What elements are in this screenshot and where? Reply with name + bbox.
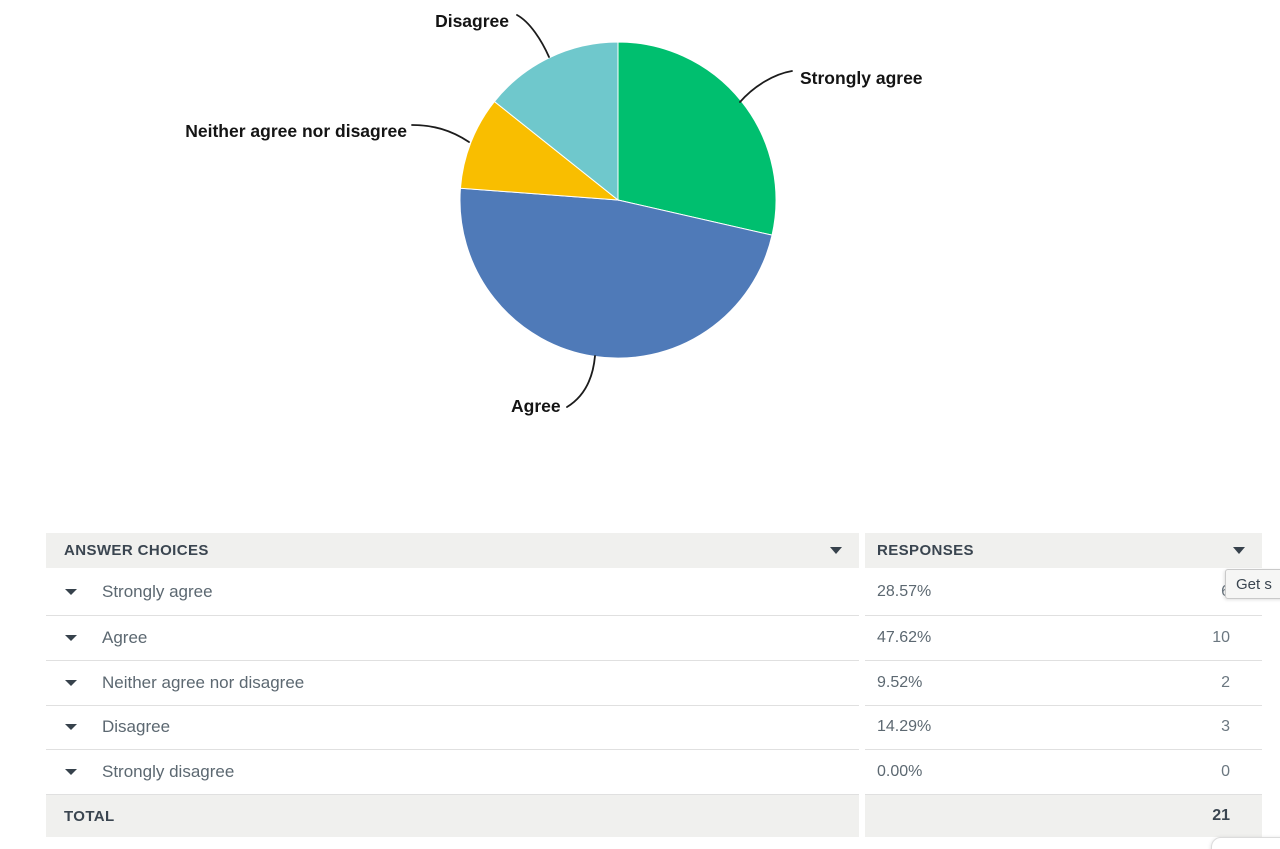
answer-label: Disagree — [102, 717, 171, 737]
responses-sort-button[interactable] — [1233, 547, 1262, 554]
table-header-row: ANSWER CHOICES RESPONSES — [46, 533, 1262, 568]
responses-header-cell: RESPONSES — [865, 533, 1262, 568]
response-percent: 28.57% — [877, 582, 932, 600]
table-row: Agree 47.62% 10 — [46, 616, 1262, 661]
response-percent: 0.00% — [877, 763, 923, 781]
response-count: 3 — [1221, 718, 1230, 736]
results-table: ANSWER CHOICES RESPONSES Strongly agree — [46, 533, 1262, 837]
pie-slice-neither[interactable] — [459, 100, 620, 201]
expand-row-icon[interactable] — [65, 769, 77, 776]
answer-label: Strongly disagree — [102, 762, 235, 782]
table-total-row: TOTAL 21 — [46, 795, 1262, 837]
get-started-tooltip-text: Get s — [1236, 575, 1272, 593]
answer-label: Strongly agree — [102, 581, 213, 601]
total-count: 21 — [1212, 807, 1230, 824]
table-row: Strongly agree 28.57% 6 — [46, 568, 1262, 616]
expand-row-icon[interactable] — [65, 588, 77, 595]
expand-row-icon[interactable] — [65, 724, 77, 731]
chat-widget-partial[interactable] — [1211, 837, 1280, 849]
response-count: 10 — [1212, 628, 1230, 646]
pie-label-disagree: Disagree — [435, 11, 509, 31]
response-count: 6 — [931, 583, 1262, 601]
leader-line-neither — [411, 124, 470, 143]
pie-label-neither: Neither agree nor disagree — [185, 121, 407, 141]
leader-line-strongly-agree — [739, 70, 793, 103]
pie-chart-svg — [411, 14, 793, 408]
pie-chart: Disagree Strongly agree Neither agree no… — [185, 11, 923, 416]
response-percent: 47.62% — [877, 628, 932, 646]
answer-label: Neither agree nor disagree — [102, 672, 305, 692]
leader-line-disagree — [516, 14, 550, 58]
table-row: Disagree 14.29% 3 — [46, 705, 1262, 751]
answer-choices-header-cell: ANSWER CHOICES — [46, 533, 859, 568]
table-row: Strongly disagree 0.00% 0 — [46, 750, 1262, 795]
expand-row-icon[interactable] — [65, 634, 77, 641]
leader-line-agree — [566, 355, 596, 408]
pie-label-agree: Agree — [511, 396, 561, 416]
response-count: 0 — [1221, 763, 1230, 781]
response-percent: 14.29% — [877, 718, 932, 736]
expand-row-icon[interactable] — [65, 679, 77, 686]
pie-label-strongly-agree: Strongly agree — [800, 68, 923, 88]
sort-descending-icon — [830, 547, 842, 554]
answer-choices-header-label: ANSWER CHOICES — [64, 542, 209, 559]
responses-header-label: RESPONSES — [877, 542, 974, 559]
answer-choices-sort-button[interactable] — [830, 547, 859, 554]
response-percent: 9.52% — [877, 673, 923, 691]
column-divider — [859, 533, 865, 568]
total-label: TOTAL — [64, 807, 115, 825]
get-started-tooltip[interactable]: Get s — [1225, 569, 1280, 599]
response-count: 2 — [1221, 673, 1230, 691]
answer-label: Agree — [102, 627, 148, 647]
table-row: Neither agree nor disagree 9.52% 2 — [46, 660, 1262, 706]
sort-descending-icon — [1233, 547, 1245, 554]
